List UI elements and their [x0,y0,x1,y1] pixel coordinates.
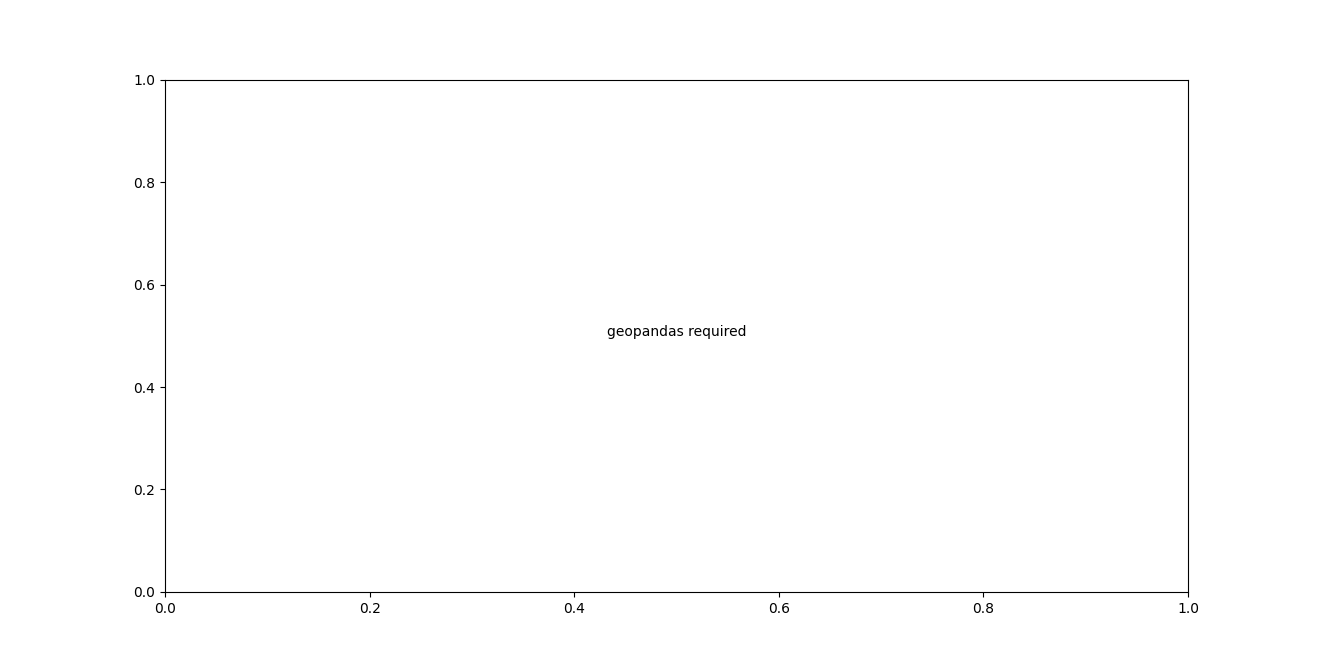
Text: geopandas required: geopandas required [607,325,746,339]
